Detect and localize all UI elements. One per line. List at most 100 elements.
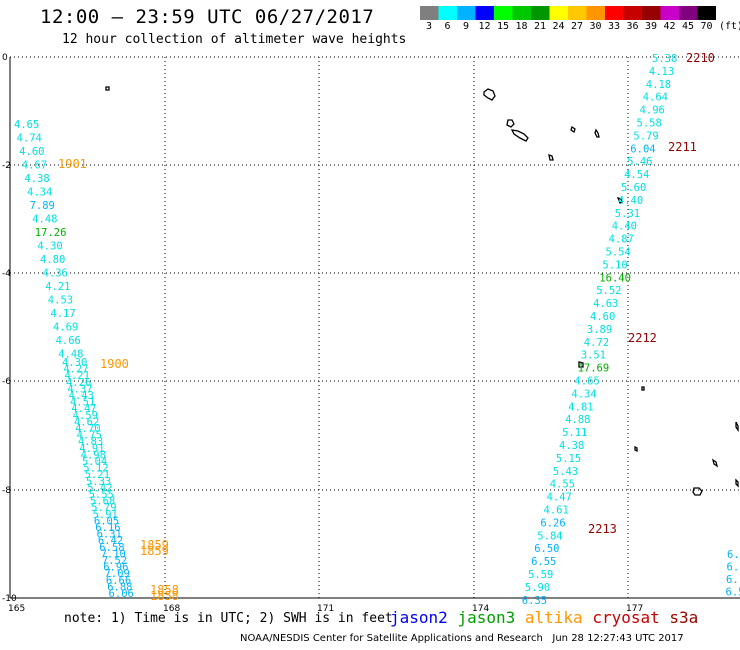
wave-height-value: 4.40 — [618, 195, 643, 207]
color-swatch — [457, 6, 476, 20]
wave-height-value: 4.48 — [32, 214, 57, 226]
wave-height-value: 4.47 — [71, 403, 96, 415]
color-scale-tick: 70 — [700, 21, 713, 32]
color-scale-tick: 3 — [425, 21, 433, 32]
island-outline — [692, 487, 703, 496]
wave-height-value: 4.40 — [612, 221, 637, 233]
wave-height-value: 5.21 — [85, 469, 110, 481]
lat-tick-label: -2 — [2, 161, 11, 171]
wave-height-value: 4.63 — [593, 298, 618, 310]
wave-height-value: 4.83 — [78, 436, 103, 448]
island-outline — [641, 386, 645, 391]
wave-height-value: 4.67 — [22, 160, 47, 172]
wave-height-value: 4.26 — [66, 377, 91, 389]
color-swatch — [512, 6, 531, 20]
track-time-label: 1900 — [100, 357, 129, 371]
wave-height-value: 4.65 — [575, 376, 600, 388]
wave-height-value: 4.98 — [81, 449, 106, 461]
wave-height-value: 6.58 — [99, 542, 124, 554]
wave-height-value: 7.10 — [101, 548, 126, 560]
wave-height-value: 5.04 — [82, 456, 107, 468]
lat-tick-label: 0 — [2, 53, 8, 63]
color-swatch — [623, 6, 642, 20]
lon-tick-label: 177 — [626, 604, 643, 614]
wave-height-value: 3.51 — [581, 350, 606, 362]
wave-height-value: 6.96 — [103, 562, 128, 574]
wave-height-value: 5.12 — [83, 463, 108, 475]
wave-height-value: 6.04 — [630, 143, 655, 155]
color-scale-tick: 6 — [444, 21, 451, 32]
color-scale-tick: 24 — [552, 21, 565, 32]
island-outlines — [105, 86, 739, 496]
wave-height-value: 6.05 — [94, 515, 119, 527]
island-outline — [510, 129, 529, 142]
wave-height-value: 5.31 — [615, 208, 640, 220]
lon-tick-label: 165 — [8, 604, 25, 614]
wave-height-value: 4.47 — [547, 492, 572, 504]
color-scale-tick: 27 — [570, 21, 584, 32]
wave-height-value: 5.60 — [621, 182, 646, 194]
axis-labels: 165 168 171 174 177 0 -2 -4 -6 -8 -10 — [2, 53, 643, 614]
color-swatch — [475, 6, 494, 20]
wave-height-value: 4.62 — [74, 416, 99, 428]
page-title: 12:00 – 23:59 UTC 06/27/2017 — [40, 6, 375, 28]
color-swatch — [697, 6, 716, 20]
wave-height-value: 6.35 — [522, 595, 547, 607]
color-scale-tick: 12 — [478, 21, 491, 32]
color-scale-tick: 45 — [681, 21, 695, 32]
wave-height-value: 4.36 — [43, 268, 68, 280]
wave-height-value: 4.74 — [17, 133, 42, 145]
color-swatch — [679, 6, 698, 20]
wave-height-value: 16.40 — [599, 272, 631, 284]
wave-height-value: 4.55 — [550, 479, 575, 491]
wave-height-value: 6.88 — [107, 581, 132, 593]
wave-height-value: 5.90 — [525, 582, 550, 594]
track-time-label: 1859 — [140, 538, 169, 552]
wave-height-value: 4.65 — [14, 119, 39, 131]
lat-tick-label: -4 — [2, 269, 11, 279]
track-time-label: 2211 — [668, 140, 697, 154]
color-swatch — [438, 6, 457, 20]
legend-item-cryosat: cryosat — [592, 608, 670, 627]
color-swatch — [531, 6, 550, 20]
wave-height-value: 7.09 — [105, 568, 130, 580]
island-outline — [578, 361, 584, 368]
wave-height-value: 6.66 — [106, 575, 131, 587]
wave-height-value: 4.48 — [58, 349, 83, 361]
wave-height-value: 17.69 — [578, 363, 610, 375]
wave-height-value: 4.66 — [56, 335, 81, 347]
lat-tick-label: -10 — [2, 594, 17, 604]
wave-height-value: 5.46 — [627, 156, 652, 168]
color-scale-tick: 18 — [515, 21, 528, 32]
footer-credit: NOAA/NESDIS Center for Satellite Applica… — [240, 633, 684, 644]
track-time-label: 1858 — [150, 583, 179, 597]
island-outline — [735, 478, 739, 488]
wave-height-value: 5.11 — [562, 427, 587, 439]
color-scale-tick: 36 — [626, 21, 639, 32]
wave-height-value: 17.26 — [35, 227, 67, 239]
wave-height-value: 5.15 — [556, 453, 581, 465]
wave-height-value: 6.31 — [97, 529, 122, 541]
color-scale-tick: 9 — [462, 21, 470, 32]
color-swatch — [605, 6, 624, 20]
wave-height-value: 5.38 — [652, 53, 677, 65]
wave-height-value: 6.5 — [726, 587, 740, 599]
wave-height-value: 4.70 — [75, 423, 100, 435]
wave-height-value: 5.79 — [91, 502, 116, 514]
wave-height-value: 4.38 — [24, 173, 49, 185]
lat-tick-label: -6 — [2, 377, 11, 387]
island-outline — [506, 119, 515, 128]
grid-lines — [9, 56, 740, 599]
wave-height-value: 6.16 — [95, 522, 120, 534]
wave-height-value: 5.79 — [633, 130, 658, 142]
track-time-label: 1858 — [150, 589, 179, 603]
lon-tick-label: 174 — [472, 604, 489, 614]
track-time-label: 1859 — [140, 544, 169, 558]
wave-height-value: 4.75 — [77, 430, 102, 442]
wave-height-value: 7.89 — [30, 200, 55, 212]
lat-tick-label: -8 — [2, 486, 11, 496]
wave-height-value: 4.30 — [62, 357, 87, 369]
wave-height-value: 4.18 — [646, 79, 671, 91]
wave-height-value: 5.42 — [87, 482, 112, 494]
